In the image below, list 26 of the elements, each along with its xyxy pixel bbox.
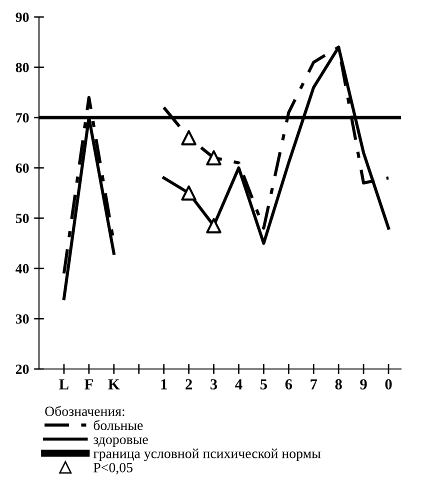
x-tick-label: 3: [210, 379, 218, 390]
x-tick-label: K: [108, 379, 120, 390]
y-tick-label: 90: [16, 12, 29, 22]
y-tick-label: 20: [16, 364, 29, 374]
x-tick-label: 4: [235, 379, 242, 390]
x-tick-label: 7: [310, 379, 318, 390]
y-tick-label: 40: [16, 264, 29, 274]
x-tick-label: 1: [161, 379, 167, 390]
y-tick-label: 70: [16, 113, 29, 123]
x-tick-label: 2: [186, 379, 192, 390]
x-tick-label: 9: [360, 379, 367, 390]
x-tick-label: 8: [335, 379, 342, 390]
x-tick-label: F: [84, 379, 93, 390]
y-tick-label: 50: [16, 214, 29, 224]
y-tick-label: 30: [16, 314, 29, 324]
legend-label: здоровые: [94, 437, 148, 447]
y-tick-label: 80: [16, 62, 29, 72]
legend-title: Обозначения:: [45, 406, 124, 416]
x-tick-label: 6: [285, 379, 292, 390]
x-tick-label: L: [59, 379, 68, 390]
legend-label: P<0,05: [94, 462, 132, 474]
x-tick-label: 5: [260, 379, 267, 390]
y-tick-label: 60: [16, 163, 29, 173]
legend-label: граница условной психической нормы: [93, 448, 321, 462]
legend-label: больные: [94, 420, 143, 430]
x-tick-label: 0: [385, 379, 392, 390]
